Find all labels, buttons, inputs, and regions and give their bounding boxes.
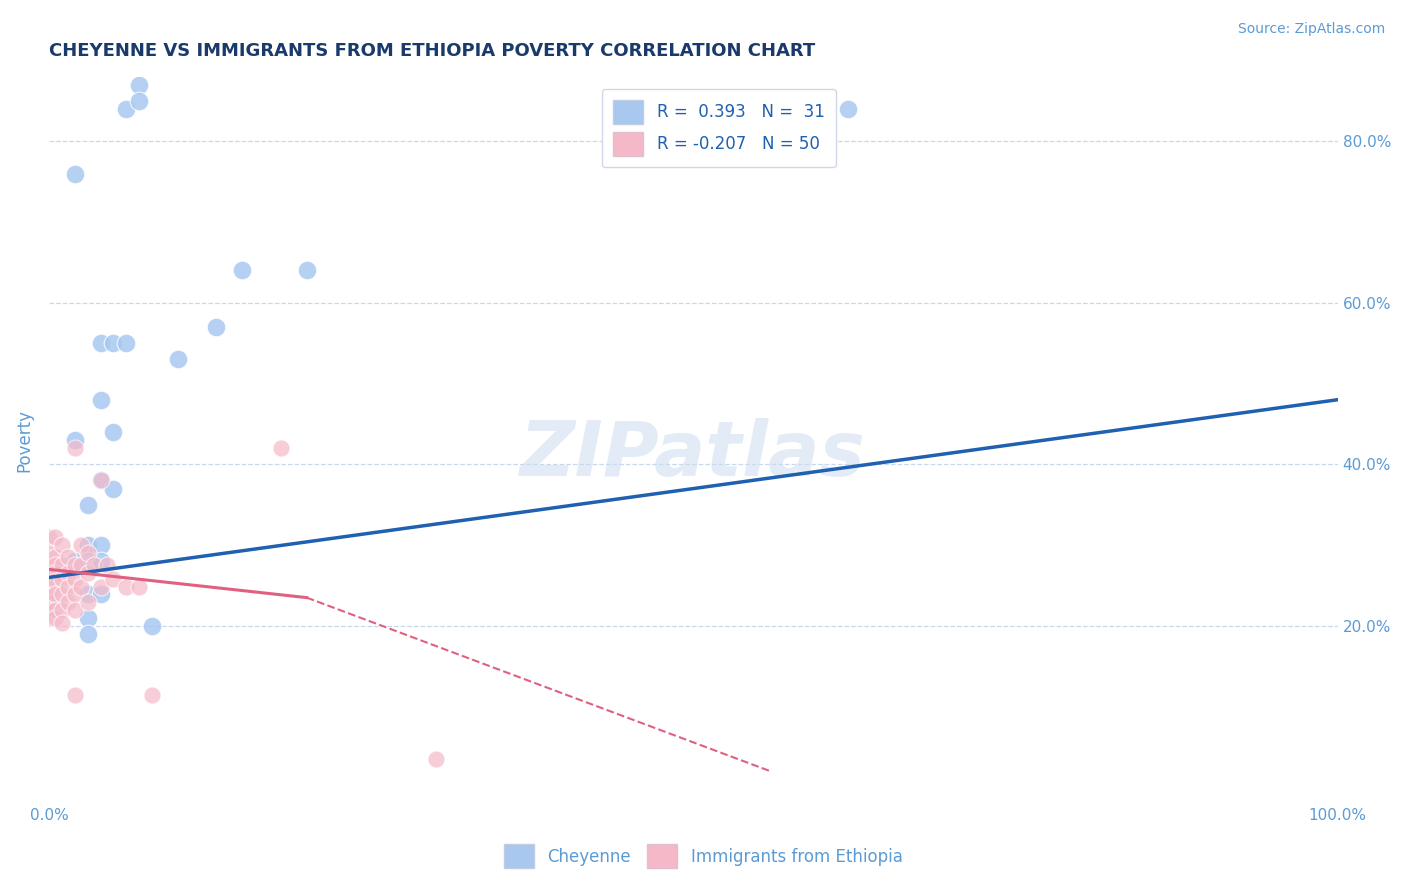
Point <box>58 595 80 609</box>
Point <box>128 94 150 108</box>
Point <box>103 425 125 439</box>
Point <box>76 546 98 560</box>
Point <box>38 530 60 544</box>
Point <box>876 12 898 27</box>
Text: CHEYENNE VS IMMIGRANTS FROM ETHIOPIA POVERTY CORRELATION CHART: CHEYENNE VS IMMIGRANTS FROM ETHIOPIA POV… <box>49 42 815 60</box>
Legend: Cheyenne, Immigrants from Ethiopia: Cheyenne, Immigrants from Ethiopia <box>496 838 910 875</box>
Point <box>115 102 138 116</box>
Point <box>166 352 188 367</box>
Point <box>38 546 60 560</box>
Point <box>89 474 111 488</box>
Point <box>89 392 111 407</box>
Point <box>103 336 125 351</box>
Point <box>141 619 163 633</box>
Point <box>115 336 138 351</box>
Point <box>115 580 138 594</box>
Point <box>44 586 66 600</box>
Point <box>38 578 60 592</box>
Point <box>63 603 86 617</box>
Point <box>128 78 150 92</box>
Point <box>76 627 98 641</box>
Point <box>205 320 228 334</box>
Point <box>38 603 60 617</box>
Point <box>89 474 111 488</box>
Point <box>51 615 73 630</box>
Point <box>44 603 66 617</box>
Point <box>76 538 98 552</box>
Point <box>76 554 98 568</box>
Point <box>38 595 60 609</box>
Point <box>58 566 80 581</box>
Point <box>63 558 86 573</box>
Point <box>44 550 66 565</box>
Point <box>63 167 86 181</box>
Point <box>51 572 73 586</box>
Point <box>103 482 125 496</box>
Point <box>76 595 98 609</box>
Legend: R =  0.393   N =  31, R = -0.207   N = 50: R = 0.393 N = 31, R = -0.207 N = 50 <box>602 88 837 168</box>
Point <box>63 586 86 600</box>
Point <box>51 603 73 617</box>
Point <box>38 562 60 576</box>
Point <box>96 558 118 573</box>
Point <box>76 566 98 581</box>
Point <box>76 611 98 625</box>
Text: ZIPatlas: ZIPatlas <box>520 417 866 491</box>
Point <box>103 572 125 586</box>
Point <box>295 263 318 277</box>
Point <box>128 580 150 594</box>
Point <box>89 336 111 351</box>
Point <box>51 586 73 600</box>
Point <box>83 558 105 573</box>
Point <box>70 558 93 573</box>
Point <box>58 580 80 594</box>
Point <box>63 441 86 455</box>
Point <box>44 558 66 573</box>
Point <box>63 433 86 447</box>
Point <box>63 554 86 568</box>
Point <box>38 566 60 581</box>
Point <box>44 611 66 625</box>
Point <box>141 688 163 702</box>
Point <box>89 554 111 568</box>
Point <box>44 530 66 544</box>
Point <box>38 586 60 600</box>
Point <box>51 538 73 552</box>
Point <box>89 586 111 600</box>
Point <box>51 558 73 573</box>
Point <box>270 441 292 455</box>
Point <box>837 102 859 116</box>
Point <box>70 538 93 552</box>
Point <box>231 263 253 277</box>
Point <box>44 574 66 589</box>
Y-axis label: Poverty: Poverty <box>15 409 32 472</box>
Point <box>89 538 111 552</box>
Point <box>38 611 60 625</box>
Point <box>63 688 86 702</box>
Point <box>63 572 86 586</box>
Point <box>38 570 60 584</box>
Point <box>58 550 80 565</box>
Point <box>425 752 447 766</box>
Point <box>44 566 66 581</box>
Point <box>70 580 93 594</box>
Point <box>89 580 111 594</box>
Point <box>76 586 98 600</box>
Text: Source: ZipAtlas.com: Source: ZipAtlas.com <box>1237 22 1385 37</box>
Point <box>76 498 98 512</box>
